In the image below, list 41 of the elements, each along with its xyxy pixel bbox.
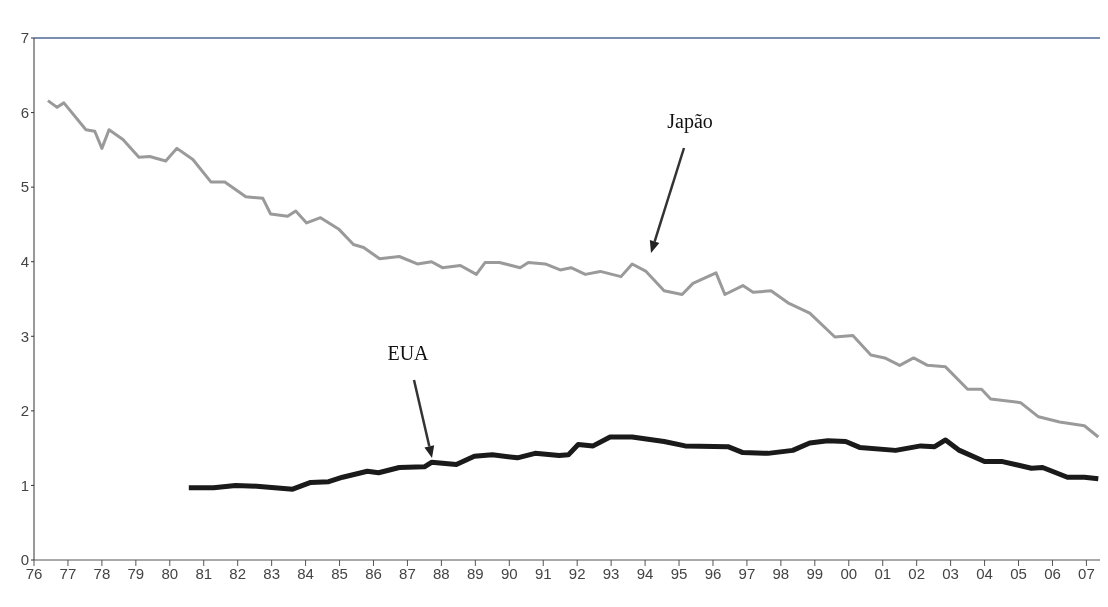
y-tick-label: 5 bbox=[20, 178, 29, 196]
x-tick-label: 99 bbox=[806, 564, 824, 582]
x-tick-label: 04 bbox=[976, 564, 993, 582]
x-tick-label: 95 bbox=[670, 564, 688, 582]
x-tick-label: 83 bbox=[263, 564, 280, 582]
x-tick-label: 77 bbox=[59, 564, 77, 582]
x-tick-label: 85 bbox=[331, 564, 348, 582]
x-tick-label: 87 bbox=[399, 564, 416, 582]
y-tick-label: 1 bbox=[20, 476, 29, 494]
x-tick-label: 78 bbox=[93, 564, 111, 582]
line-series bbox=[46, 99, 1100, 439]
x-tick-label: 82 bbox=[229, 564, 247, 582]
annotation: EUA bbox=[387, 342, 430, 364]
x-tick-label: 00 bbox=[840, 564, 858, 582]
x-tick-label: 90 bbox=[500, 564, 518, 582]
x-tick-label: 03 bbox=[942, 564, 959, 582]
x-tick-label: 86 bbox=[365, 564, 382, 582]
x-tick-label: 93 bbox=[602, 564, 620, 582]
y-tick-label: 6 bbox=[20, 103, 29, 121]
y-tick-label: 4 bbox=[20, 253, 29, 271]
x-tick-label: 92 bbox=[568, 564, 586, 582]
x-tick-label: 97 bbox=[738, 564, 756, 582]
x-tick-label: 84 bbox=[297, 564, 314, 582]
x-tick-label: 91 bbox=[534, 564, 552, 582]
x-tick-label: 07 bbox=[1078, 564, 1095, 582]
x-tick-label: 01 bbox=[874, 564, 892, 582]
x-tick-label: 80 bbox=[161, 564, 179, 582]
x-tick-label: 06 bbox=[1044, 564, 1061, 582]
x-tick-label: 89 bbox=[466, 564, 484, 582]
x-tick-label: 98 bbox=[772, 564, 790, 582]
y-tick-label: 2 bbox=[20, 402, 29, 420]
x-tick-label: 88 bbox=[433, 564, 450, 582]
x-tick-label: 94 bbox=[636, 564, 654, 582]
x-tick-label: 02 bbox=[908, 564, 926, 582]
x-tick-label: 79 bbox=[127, 564, 145, 582]
x-tick-label: 96 bbox=[704, 564, 722, 582]
annotation: Japão bbox=[667, 110, 713, 133]
y-tick-label: 3 bbox=[20, 327, 29, 345]
x-tick-label: 05 bbox=[1010, 564, 1027, 582]
y-tick-label: 7 bbox=[20, 29, 29, 47]
x-tick-label: 81 bbox=[195, 564, 213, 582]
